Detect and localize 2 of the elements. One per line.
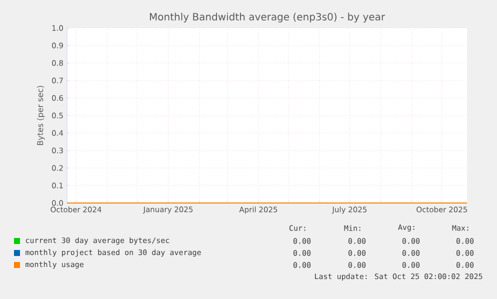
- chart-title: Monthly Bandwidth average (enp3s0) - by year: [150, 12, 386, 22]
- y-axis-title: Bytes (per sec): [36, 86, 45, 145]
